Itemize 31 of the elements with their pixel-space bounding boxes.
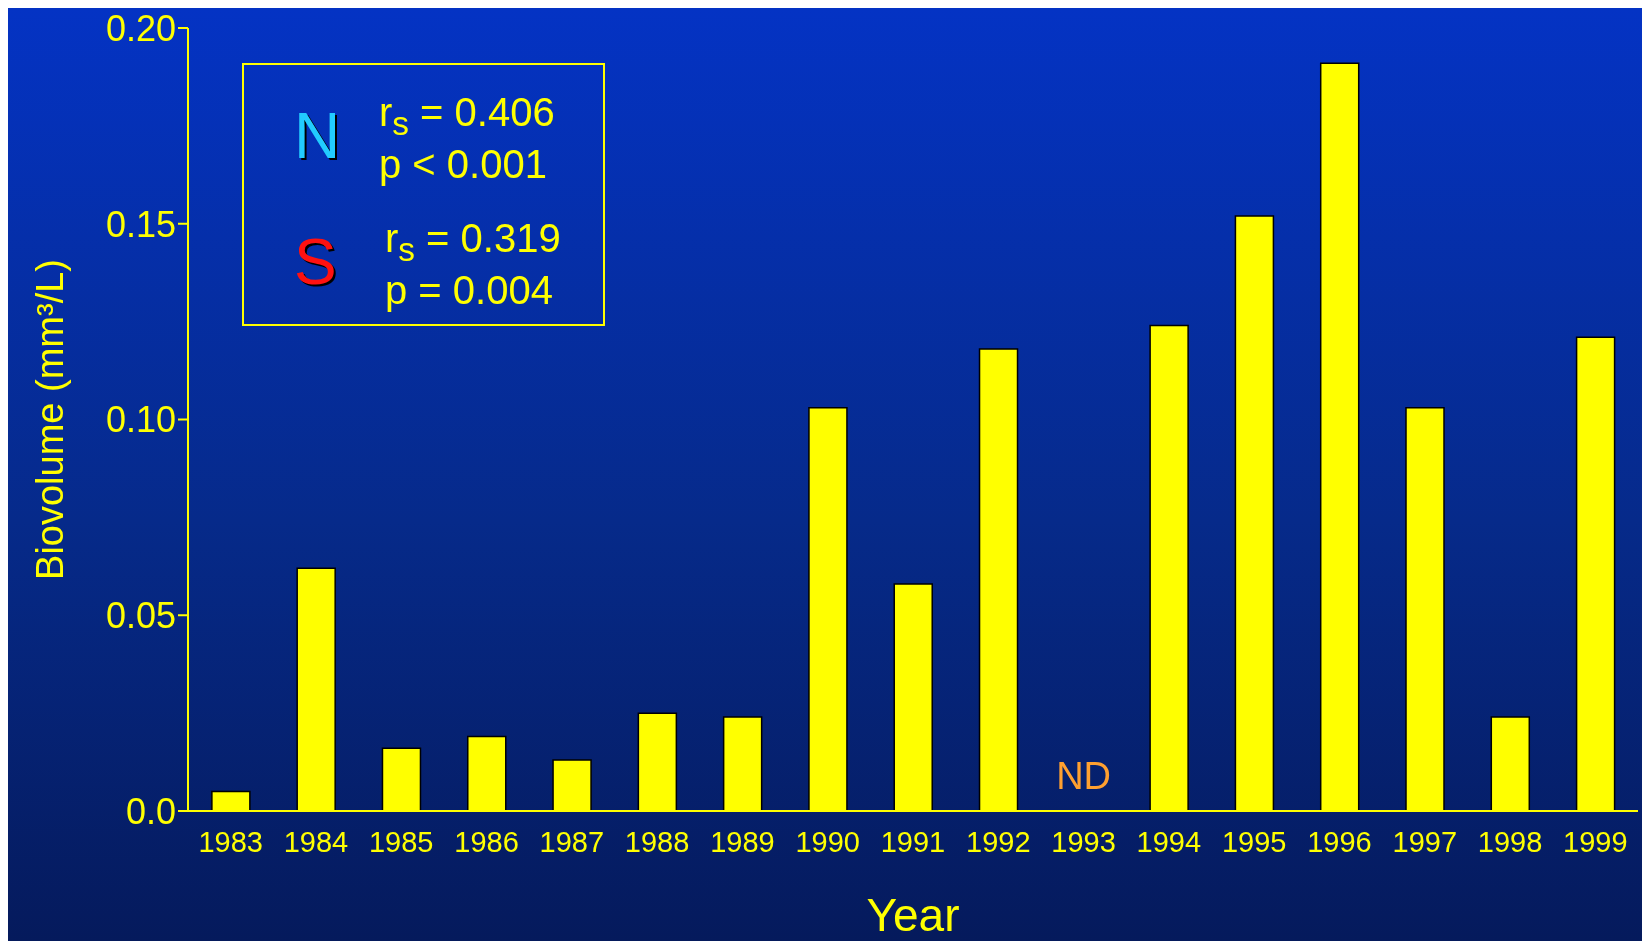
annotation: r$_{s}$ = 0.319 — [385, 216, 561, 268]
x-tick-label: 1991 — [880, 825, 946, 858]
annotation: ND — [1056, 755, 1112, 798]
x-tick-label: 1997 — [1392, 825, 1458, 858]
x-tick-label: 1996 — [1307, 825, 1372, 858]
annotation: S — [294, 226, 337, 298]
y-tick-label: 0.20 — [105, 7, 176, 49]
x-tick-label: 1989 — [710, 825, 775, 858]
y-tick-label: 0.15 — [105, 203, 176, 245]
y-axis-title: Biovolume (mm³/L) — [29, 259, 72, 580]
y-tick-label: 0.0 — [125, 790, 176, 832]
x-tick-label: 1990 — [795, 825, 860, 858]
x-tick-label: 1984 — [283, 825, 349, 858]
x-tick-label: 1993 — [1051, 825, 1116, 858]
annotation: N — [294, 100, 341, 172]
x-tick-label: 1985 — [368, 825, 434, 858]
x-tick-label: 1999 — [1563, 825, 1628, 858]
x-tick-label: 1987 — [539, 825, 605, 858]
x-axis-title: Year — [866, 889, 960, 941]
annotation: p < 0.001 — [379, 141, 547, 188]
y-tick-label: 0.10 — [105, 399, 176, 441]
x-tick-label: 1986 — [454, 825, 519, 858]
x-tick-label: 1994 — [1136, 825, 1202, 858]
x-tick-label: 1992 — [966, 825, 1031, 858]
annotation: r$_{s}$ = 0.406 — [379, 90, 555, 142]
x-tick-label: 1998 — [1477, 825, 1543, 858]
annotation: p = 0.004 — [385, 267, 553, 314]
x-tick-label: 1983 — [198, 825, 263, 858]
x-tick-label: 1995 — [1221, 825, 1287, 858]
y-tick-label: 0.05 — [105, 595, 176, 637]
x-tick-label: 1988 — [624, 825, 690, 858]
